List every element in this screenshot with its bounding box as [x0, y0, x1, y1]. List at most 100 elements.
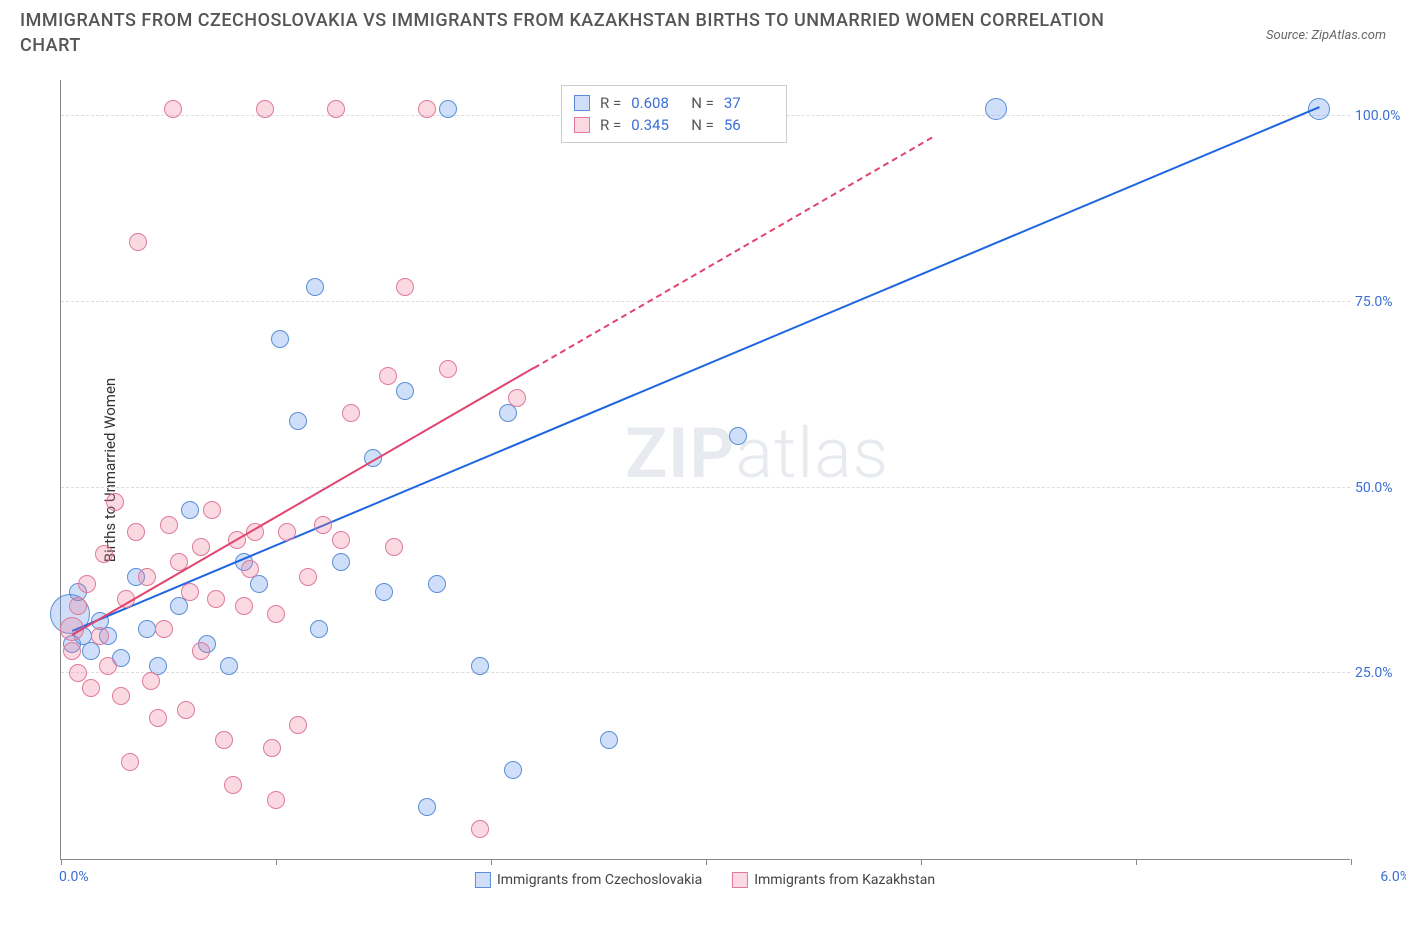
x-tick — [276, 859, 277, 865]
data-point — [418, 100, 436, 118]
grid-line — [61, 301, 1350, 302]
chart-area: Births to Unmarried Women ZIPatlas 25.0%… — [60, 80, 1350, 860]
data-point — [375, 583, 393, 601]
x-tick — [491, 859, 492, 865]
stat-label: N = — [691, 94, 714, 112]
data-point — [207, 590, 225, 608]
data-point — [121, 753, 139, 771]
stat-label: N = — [691, 116, 714, 134]
data-point — [129, 233, 147, 251]
series-swatch — [475, 872, 491, 888]
data-point — [224, 776, 242, 794]
data-point — [160, 516, 178, 534]
data-point — [164, 100, 182, 118]
data-point — [379, 367, 397, 385]
data-point — [256, 100, 274, 118]
watermark: ZIPatlas — [625, 413, 889, 495]
legend-item: Immigrants from Kazakhstan — [732, 872, 935, 888]
data-point — [91, 627, 109, 645]
data-point — [241, 560, 259, 578]
y-tick-label: 100.0% — [1355, 108, 1406, 124]
data-point — [306, 278, 324, 296]
stats-row: R = 0.345 N = 56 — [574, 114, 774, 136]
grid-line — [61, 672, 1350, 673]
data-point — [235, 597, 253, 615]
data-point — [149, 709, 167, 727]
data-point — [504, 761, 522, 779]
data-point — [396, 382, 414, 400]
series-swatch — [732, 872, 748, 888]
stat-n-value: 56 — [724, 116, 774, 134]
data-point — [177, 701, 195, 719]
data-point — [271, 330, 289, 348]
x-tick-label: 0.0% — [59, 869, 89, 885]
data-point — [600, 731, 618, 749]
data-point — [985, 98, 1007, 120]
data-point — [278, 523, 296, 541]
y-tick-label: 50.0% — [1355, 480, 1406, 496]
series-swatch — [574, 95, 590, 111]
data-point — [385, 538, 403, 556]
data-point — [106, 493, 124, 511]
data-point — [127, 523, 145, 541]
data-point — [155, 620, 173, 638]
data-point — [69, 664, 87, 682]
data-point — [729, 427, 747, 445]
data-point — [63, 642, 81, 660]
data-point — [396, 278, 414, 296]
scatter-plot: ZIPatlas 25.0%50.0%75.0%100.0%0.0%6.0%R … — [60, 80, 1350, 860]
data-point — [327, 100, 345, 118]
data-point — [471, 657, 489, 675]
data-point — [418, 798, 436, 816]
data-point — [181, 501, 199, 519]
data-point — [508, 389, 526, 407]
x-tick — [1136, 859, 1137, 865]
data-point — [170, 597, 188, 615]
data-point — [203, 501, 221, 519]
x-tick-label: 6.0% — [1380, 869, 1406, 885]
x-tick — [1351, 859, 1352, 865]
data-point — [267, 605, 285, 623]
trend-line — [71, 367, 534, 636]
stat-label: R = — [600, 94, 621, 112]
grid-line — [61, 487, 1350, 488]
data-point — [332, 553, 350, 571]
data-point — [332, 531, 350, 549]
data-point — [99, 657, 117, 675]
data-point — [69, 597, 87, 615]
data-point — [310, 620, 328, 638]
data-point — [342, 404, 360, 422]
data-point — [192, 538, 210, 556]
series-swatch — [574, 117, 590, 133]
data-point — [78, 575, 96, 593]
trend-line-extrapolated — [533, 137, 932, 369]
data-point — [299, 568, 317, 586]
data-point — [142, 672, 160, 690]
legend: Immigrants from CzechoslovakiaImmigrants… — [475, 872, 935, 888]
correlation-stats-box: R =0.608N =37R =0.345N =56 — [561, 85, 787, 143]
source-attribution: Source: ZipAtlas.com — [1266, 28, 1386, 43]
data-point — [267, 791, 285, 809]
stats-row: R =0.608N =37 — [574, 92, 774, 114]
data-point — [192, 642, 210, 660]
chart-title: IMMIGRANTS FROM CZECHOSLOVAKIA VS IMMIGR… — [20, 8, 1120, 58]
data-point — [471, 820, 489, 838]
data-point — [112, 687, 130, 705]
trend-line — [71, 107, 1319, 633]
data-point — [314, 516, 332, 534]
data-point — [215, 731, 233, 749]
data-point — [138, 568, 156, 586]
y-tick-label: 75.0% — [1355, 294, 1406, 310]
data-point — [138, 620, 156, 638]
stat-label: R = — [600, 116, 621, 134]
y-tick-label: 25.0% — [1355, 665, 1406, 681]
data-point — [289, 716, 307, 734]
x-tick — [921, 859, 922, 865]
data-point — [82, 679, 100, 697]
data-point — [289, 412, 307, 430]
legend-label: Immigrants from Kazakhstan — [754, 872, 935, 888]
data-point — [220, 657, 238, 675]
stat-r-value: 0.345 — [631, 116, 681, 134]
data-point — [263, 739, 281, 757]
data-point — [439, 360, 457, 378]
